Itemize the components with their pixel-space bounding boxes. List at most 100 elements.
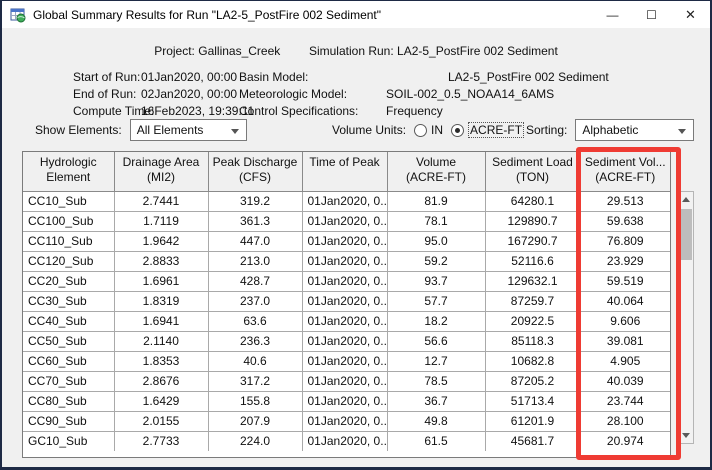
table-cell[interactable]: 63.6 [207,310,303,332]
table-cell[interactable]: 319.2 [207,190,303,212]
table-cell[interactable]: 40.064 [579,290,670,312]
table-cell[interactable]: 12.7 [386,350,486,372]
table-cell[interactable]: CC120_Sub [23,250,115,272]
table-cell[interactable]: 87205.2 [484,370,581,392]
table-cell[interactable]: 01Jan2020, 0... [301,430,388,452]
table-cell[interactable]: 40.6 [207,350,303,372]
table-cell[interactable]: 29.513 [579,190,670,212]
table-cell[interactable]: 1.8319 [113,290,209,312]
table-cell[interactable]: 01Jan2020, 0... [301,210,388,232]
table-cell[interactable]: 87259.7 [484,290,581,312]
table-cell[interactable]: 2.0155 [113,410,209,432]
table-cell[interactable]: 2.8833 [113,250,209,272]
table-cell[interactable]: 59.638 [579,210,670,232]
table-cell[interactable]: 01Jan2020, 0... [301,390,388,412]
table-cell[interactable]: 01Jan2020, 0... [301,190,388,212]
table-cell[interactable]: 167290.7 [484,230,581,252]
vertical-scrollbar[interactable] [677,191,694,444]
table-cell[interactable]: 129890.7 [484,210,581,232]
table-cell[interactable]: 10682.8 [484,350,581,372]
column-header[interactable]: Volume (ACRE-FT) [386,152,486,192]
table-cell[interactable]: 64280.1 [484,190,581,212]
table-cell[interactable]: CC100_Sub [23,210,115,232]
table-cell[interactable]: 23.744 [579,390,670,412]
table-cell[interactable]: 93.7 [386,270,486,292]
table-cell[interactable]: 213.0 [207,250,303,272]
table-cell[interactable]: CC20_Sub [23,270,115,292]
table-cell[interactable]: 447.0 [207,230,303,252]
table-cell[interactable]: 361.3 [207,210,303,232]
table-cell[interactable]: 76.809 [579,230,670,252]
table-cell[interactable]: 2.8676 [113,370,209,392]
table-cell[interactable]: 01Jan2020, 0... [301,370,388,392]
table-cell[interactable]: CC60_Sub [23,350,115,372]
sorting-dropdown[interactable]: Alphabetic [575,119,695,141]
table-cell[interactable]: 155.8 [207,390,303,412]
table-cell[interactable]: 39.081 [579,330,670,352]
table-cell[interactable]: 61.5 [386,430,486,452]
column-header[interactable]: Hydrologic Element [23,152,115,192]
radio-acre-ft[interactable] [451,123,465,137]
table-cell[interactable]: 1.8353 [113,350,209,372]
table-cell[interactable]: CC10_Sub [23,190,115,212]
table-cell[interactable]: 01Jan2020, 0... [301,350,388,372]
close-button[interactable]: ✕ [685,6,696,22]
table-cell[interactable]: 4.905 [579,350,670,372]
table-cell[interactable]: 18.2 [386,310,486,332]
table-cell[interactable]: 95.0 [386,230,486,252]
table-cell[interactable]: 1.7119 [113,210,209,232]
table-cell[interactable]: CC110_Sub [23,230,115,252]
table-cell[interactable]: 57.7 [386,290,486,312]
table-cell[interactable]: 129632.1 [484,270,581,292]
scroll-up-button[interactable] [678,192,693,207]
table-cell[interactable]: 49.8 [386,410,486,432]
radio-acre-ft-label[interactable]: ACRE-FT [468,122,525,138]
table-cell[interactable]: CC90_Sub [23,410,115,432]
table-cell[interactable]: 01Jan2020, 0... [301,310,388,332]
scroll-down-button[interactable] [678,428,693,443]
table-cell[interactable]: 51713.4 [484,390,581,412]
table-cell[interactable]: 40.039 [579,370,670,392]
table-cell[interactable]: 01Jan2020, 0... [301,270,388,292]
scrollbar-thumb[interactable] [679,209,692,260]
show-elements-dropdown[interactable]: All Elements [129,119,247,141]
table-cell[interactable]: 81.9 [386,190,486,212]
table-cell[interactable]: 207.9 [207,410,303,432]
table-cell[interactable]: 23.929 [579,250,670,272]
table-cell[interactable]: 20.974 [579,430,670,452]
table-cell[interactable]: 01Jan2020, 0... [301,330,388,352]
table-cell[interactable]: 1.6961 [113,270,209,292]
table-cell[interactable]: 224.0 [207,430,303,452]
table-cell[interactable]: 2.7733 [113,430,209,452]
table-cell[interactable]: 1.9642 [113,230,209,252]
table-cell[interactable]: 20922.5 [484,310,581,332]
table-cell[interactable]: 237.0 [207,290,303,312]
column-header[interactable]: Drainage Area (MI2) [113,152,209,192]
table-cell[interactable]: CC50_Sub [23,330,115,352]
table-cell[interactable]: 236.3 [207,330,303,352]
table-cell[interactable]: CC70_Sub [23,370,115,392]
table-cell[interactable]: 01Jan2020, 0... [301,290,388,312]
table-cell[interactable]: 78.1 [386,210,486,232]
table-cell[interactable]: 01Jan2020, 0... [301,250,388,272]
table-cell[interactable]: GC10_Sub [23,430,115,452]
table-cell[interactable]: 01Jan2020, 0... [301,410,388,432]
table-cell[interactable]: 56.6 [386,330,486,352]
table-cell[interactable]: 45681.7 [484,430,581,452]
table-cell[interactable]: 85118.3 [484,330,581,352]
table-cell[interactable]: 2.1140 [113,330,209,352]
column-header[interactable]: Sediment Load (TON) [484,152,581,192]
maximize-button[interactable]: ☐ [646,7,657,22]
table-cell[interactable]: 317.2 [207,370,303,392]
table-cell[interactable]: 61201.9 [484,410,581,432]
radio-in-label[interactable]: IN [431,123,444,137]
column-header[interactable]: Sediment Vol... (ACRE-FT) [579,152,670,192]
table-cell[interactable]: 28.100 [579,410,670,432]
table-cell[interactable]: CC30_Sub [23,290,115,312]
table-cell[interactable]: CC40_Sub [23,310,115,332]
table-cell[interactable]: 1.6429 [113,390,209,412]
table-cell[interactable]: 01Jan2020, 0... [301,230,388,252]
column-header[interactable]: Peak Discharge (CFS) [207,152,303,192]
table-cell[interactable]: 2.7441 [113,190,209,212]
table-cell[interactable]: CC80_Sub [23,390,115,412]
